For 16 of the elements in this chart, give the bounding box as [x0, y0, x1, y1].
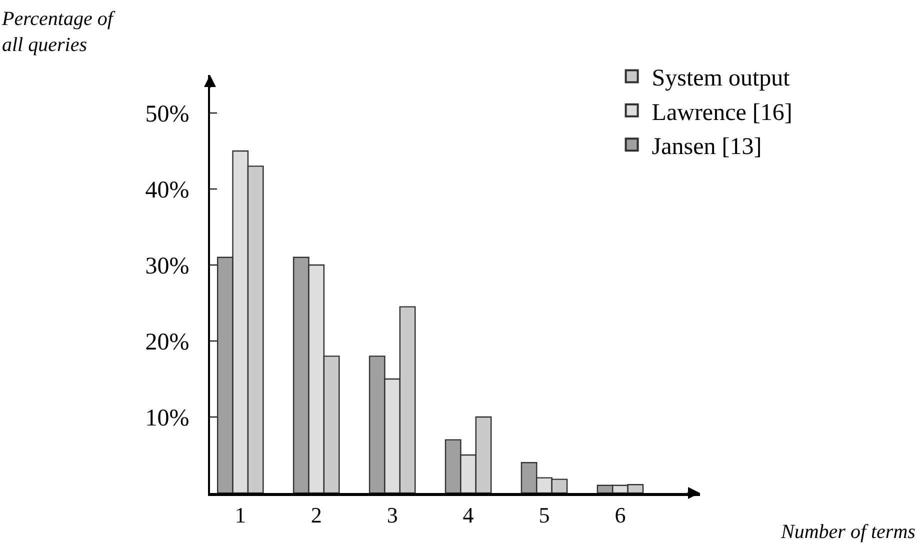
x-tick-label: 3: [386, 502, 398, 528]
x-tick-label: 6: [614, 502, 626, 528]
y-tick-label: 20%: [145, 329, 190, 356]
legend-label: System output: [652, 66, 790, 92]
x-tick-label: 2: [310, 502, 322, 528]
x-tick-label: 1: [234, 502, 246, 528]
y-tick-label: 50%: [145, 101, 190, 128]
x-tick-label: 4: [462, 502, 474, 528]
legend-label: Lawrence [16]: [652, 100, 792, 126]
y-tick-label: 30%: [145, 253, 190, 280]
y-axis-title: Percentage of all queries: [1, 8, 116, 56]
legend-label: Jansen [13]: [652, 134, 762, 160]
y-tick-label: 10%: [145, 405, 190, 432]
y-tick-label: 40%: [145, 177, 190, 204]
x-axis-title: Number of terms: [780, 521, 916, 543]
x-tick-label: 5: [538, 502, 550, 528]
